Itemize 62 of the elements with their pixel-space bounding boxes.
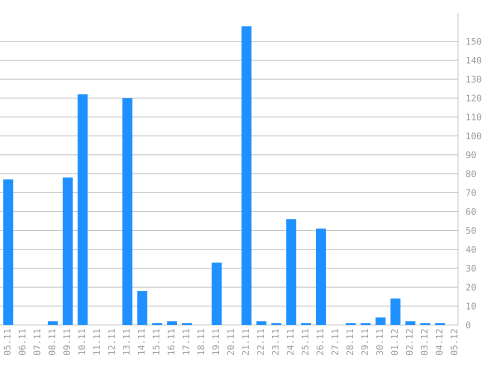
bar	[376, 317, 386, 325]
x-tick-label: 30.11	[376, 329, 383, 356]
y-tick-label: 80	[466, 170, 476, 178]
bar	[167, 321, 178, 325]
x-tick-label: 01.12	[391, 329, 398, 356]
x-tick-label: 21.11	[242, 329, 249, 355]
x-tick-label: 15.11	[152, 329, 160, 355]
x-tick-label: 08.11	[48, 329, 56, 356]
y-tick-label: 60	[466, 208, 476, 215]
x-tick-label: 05.12	[450, 329, 458, 356]
y-tick-label: 20	[466, 284, 476, 291]
bar	[242, 26, 252, 325]
bar	[212, 262, 222, 325]
y-tick-label: 10	[466, 302, 476, 310]
y-tick-label: 140	[466, 56, 482, 64]
bar	[316, 228, 326, 325]
bar	[286, 219, 296, 325]
x-tick-label: 28.11	[346, 329, 354, 355]
x-tick-label: 27.11	[332, 329, 338, 355]
x-tick-label: 09.11	[63, 329, 70, 356]
y-tick-label: 90	[466, 151, 476, 158]
x-tick-label: 12.11	[108, 329, 115, 355]
x-tick-label: 05.11	[4, 329, 11, 356]
bar	[390, 298, 400, 325]
y-tick-label: 120	[466, 94, 482, 102]
bar	[405, 321, 416, 325]
x-tick-label: 03.12	[420, 329, 428, 356]
x-tick-label: 11.11	[93, 329, 100, 355]
x-tick-label: 04.12	[436, 329, 443, 356]
y-tick-label: 100	[466, 132, 482, 140]
bar	[137, 290, 148, 325]
x-tick-label: 14.11	[138, 329, 145, 355]
x-tick-label: 19.11	[212, 329, 220, 355]
x-tick-label: 24.11	[286, 329, 294, 355]
y-tick-label: 110	[466, 114, 482, 120]
x-tick-label: 17.11	[182, 329, 190, 355]
bar	[48, 321, 58, 325]
x-tick-label: 20.11	[227, 329, 234, 355]
y-tick-label: 50	[466, 227, 476, 234]
y-tick-label: 70	[466, 189, 476, 196]
x-tick-label: 25.11	[302, 329, 308, 355]
x-tick-label: 16.11	[168, 329, 174, 355]
bar	[122, 98, 132, 325]
y-tick-label: 0	[466, 322, 470, 328]
x-tick-label: 13.11	[122, 329, 130, 355]
bar	[256, 321, 266, 325]
bar	[3, 179, 14, 325]
x-tick-label: 07.11	[34, 329, 40, 356]
x-tick-label: 18.11	[197, 329, 204, 355]
bar	[78, 94, 88, 325]
y-tick-label: 150	[466, 38, 482, 45]
x-tick-label: 22.11	[257, 329, 264, 355]
x-tick-label: 06.11	[18, 329, 26, 356]
x-tick-label: 23.11	[272, 329, 279, 355]
x-tick-label: 02.12	[406, 329, 413, 356]
x-tick-label: 26.11	[316, 329, 324, 355]
x-tick-label: 10.11	[78, 329, 86, 355]
bar	[62, 178, 73, 325]
y-tick-label: 130	[466, 76, 482, 83]
y-tick-label: 40	[466, 246, 476, 253]
x-tick-label: 29.11	[361, 329, 368, 355]
y-tick-label: 30	[466, 264, 476, 272]
